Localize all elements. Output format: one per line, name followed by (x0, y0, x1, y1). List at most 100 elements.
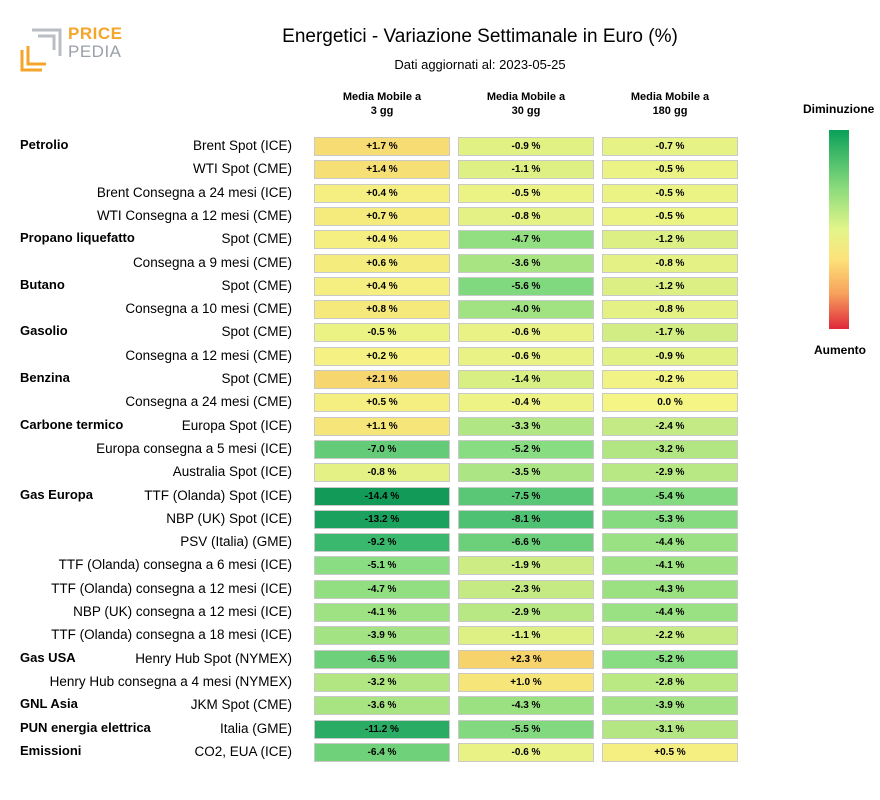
column-header-line1: Media Mobile a (342, 91, 422, 103)
heatmap-cell: -0.2 % (602, 370, 738, 389)
heatmap-cell: -3.6 % (314, 696, 450, 716)
row-label: TTF (Olanda) consegna a 12 mesi (ICE) (51, 580, 292, 596)
heatmap-cell: +1.0 % (458, 672, 594, 692)
legend-top-label: Diminuzione (803, 102, 875, 116)
heatmap-cell: -0.8 % (602, 253, 738, 273)
heatmap-cell: -4.1 % (314, 603, 450, 622)
heatmap-cell: +0.4 % (314, 183, 450, 203)
heatmap-cell: +0.2 % (314, 346, 450, 366)
row-label: Consegna a 24 mesi (CME) (125, 394, 292, 410)
row-label: PSV (Italia) (GME) (180, 534, 292, 550)
heatmap-cell: -5.2 % (602, 649, 738, 669)
heatmap-cell: -6.5 % (314, 649, 450, 669)
heatmap-cell: -0.5 % (602, 206, 738, 226)
heatmap-cell: -1.2 % (602, 230, 738, 250)
group-label: Emissioni (20, 742, 82, 758)
heatmap-cell: -0.9 % (602, 346, 738, 366)
row-label: Spot (CME) (221, 231, 292, 247)
heatmap-cell: -1.7 % (602, 323, 738, 343)
heatmap-cell: -4.7 % (458, 230, 594, 250)
row-label: Consegna a 10 mesi (CME) (125, 301, 292, 317)
heatmap-cell: -9.2 % (314, 533, 450, 553)
heatmap-cell: -4.7 % (314, 579, 450, 599)
heatmap-cell: -0.5 % (458, 183, 594, 203)
heatmap-cell: -2.3 % (458, 579, 594, 599)
row-label: WTI Spot (CME) (192, 161, 292, 177)
heatmap-cell: +0.8 % (314, 300, 450, 320)
heatmap-cell: -1.9 % (458, 556, 594, 576)
heatmap-cell: -13.2 % (314, 509, 450, 529)
heatmap-cell: -7.5 % (458, 486, 594, 506)
group-label: PUN energia elettrica (20, 719, 151, 735)
heatmap-cell: -4.3 % (602, 579, 738, 599)
group-label: Gas Europa (20, 486, 93, 502)
row-label: Europa consegna a 5 mesi (ICE) (96, 440, 292, 456)
heatmap-cell: -0.5 % (314, 323, 450, 343)
column-header-line2: 180 gg (652, 105, 688, 117)
heatmap-cell: -2.2 % (602, 626, 738, 646)
group-label: Petrolio (20, 137, 69, 152)
heatmap-cell: -1.2 % (602, 276, 738, 296)
row-label: NBP (UK) Spot (ICE) (166, 510, 292, 526)
heatmap-cell: -0.5 % (602, 183, 738, 203)
heatmap-cell: -3.3 % (458, 416, 594, 436)
heatmap-cell: -4.1 % (602, 556, 738, 576)
heatmap-cell: -0.8 % (602, 300, 738, 320)
row-label: Italia (GME) (219, 720, 292, 736)
row-label: WTI Consegna a 12 mesi (CME) (96, 207, 292, 223)
heatmap-cell: -7.0 % (314, 439, 450, 459)
heatmap-cell: -3.6 % (458, 253, 594, 273)
row-label: CO2, EUA (ICE) (194, 743, 292, 759)
column-header-line1: Media Mobile a (630, 91, 710, 103)
heatmap-cell: -3.5 % (458, 463, 594, 483)
row-label: TTF (Olanda) consegna a 6 mesi (ICE) (58, 557, 292, 573)
group-label: Gasolio (20, 323, 68, 339)
heatmap-cell: -0.5 % (602, 160, 738, 180)
heatmap-cell: -0.8 % (314, 463, 450, 483)
row-label: Spot (CME) (221, 324, 292, 340)
logo-text-pedia: PEDIA (68, 42, 122, 61)
heatmap-cell: -1.4 % (458, 370, 594, 389)
heatmap-cell: -2.9 % (458, 603, 594, 622)
group-label: Butano (20, 276, 65, 292)
heatmap-cell: +2.3 % (458, 649, 594, 669)
heatmap-cell: -3.2 % (314, 672, 450, 692)
heatmap-cell: -3.9 % (314, 626, 450, 646)
group-label: Carbone termico (20, 416, 124, 432)
heatmap-cell: -3.2 % (602, 439, 738, 459)
heatmap-cell: -5.1 % (314, 556, 450, 576)
row-label: Consegna a 12 mesi (CME) (125, 347, 292, 363)
heatmap-cell: -4.4 % (602, 533, 738, 553)
legend-color-bar (829, 130, 849, 329)
logo-mark-icon (20, 28, 62, 72)
heatmap-cell: -0.4 % (458, 393, 594, 413)
column-header-30gg: Media Mobile a 30 gg (458, 90, 594, 118)
column-header-line1: Media Mobile a (486, 91, 566, 103)
heatmap-cell: -2.9 % (602, 463, 738, 483)
heatmap-cell: -5.4 % (602, 486, 738, 506)
chart-subtitle: Dati aggiornati al: 2023-05-25 (394, 57, 566, 72)
group-label: GNL Asia (20, 696, 78, 712)
heatmap-cell: -5.5 % (458, 719, 594, 739)
heatmap-cell: +1.7 % (314, 137, 450, 156)
group-label: Propano liquefatto (20, 230, 135, 246)
heatmap-cell: -6.4 % (314, 742, 450, 762)
heatmap-cell: -11.2 % (314, 719, 450, 739)
row-label: Spot (CME) (221, 371, 292, 386)
row-label: Consegna a 9 mesi (CME) (132, 254, 292, 270)
logo-text-price: PRICE (68, 24, 123, 43)
heatmap-cell: -14.4 % (314, 486, 450, 506)
column-header-3gg: Media Mobile a 3 gg (314, 90, 450, 118)
heatmap-cell: -0.7 % (602, 137, 738, 156)
row-label: Brent Spot (ICE) (192, 138, 292, 153)
heatmap-cell: -0.6 % (458, 742, 594, 762)
heatmap-cell: +1.4 % (314, 160, 450, 180)
heatmap-cell: -1.1 % (458, 160, 594, 180)
row-label: TTF (Olanda) consegna a 18 mesi (ICE) (51, 627, 292, 643)
heatmap-cell: +0.5 % (314, 393, 450, 413)
heatmap-cell: -4.0 % (458, 300, 594, 320)
row-label: Australia Spot (ICE) (172, 464, 292, 480)
heatmap-cell: +0.6 % (314, 253, 450, 273)
heatmap-cell: -5.6 % (458, 276, 594, 296)
row-label: Henry Hub Spot (NYMEX) (135, 650, 292, 666)
